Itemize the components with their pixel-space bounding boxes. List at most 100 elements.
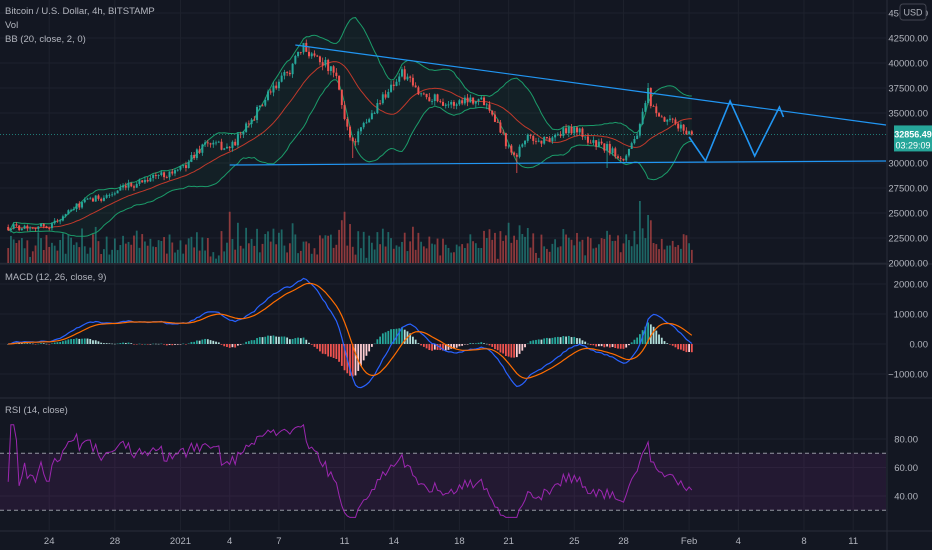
- candle-body: [171, 171, 174, 174]
- candle-body: [477, 99, 480, 102]
- volume-bar: [401, 241, 403, 263]
- macd-hist-bar: [343, 344, 346, 371]
- volume-bar: [171, 242, 174, 263]
- candle-body: [195, 149, 198, 159]
- volume-bar: [288, 243, 291, 263]
- volume-bar: [291, 223, 294, 263]
- candle-body: [376, 103, 379, 114]
- volume-bar: [51, 242, 53, 263]
- candle-body: [521, 144, 524, 147]
- candle-body: [493, 114, 496, 122]
- volume-bar: [185, 244, 187, 263]
- volume-bar: [463, 248, 466, 263]
- macd-hist-bar: [185, 344, 187, 345]
- macd-hist-bar: [551, 337, 554, 344]
- candle-body: [335, 72, 338, 76]
- macd-hist-bar: [357, 344, 360, 371]
- candle-body: [666, 119, 669, 122]
- macd-hist-bar: [267, 335, 269, 344]
- macd-hist-bar: [149, 344, 152, 345]
- macd-hist-bar: [685, 344, 688, 353]
- volume-bar: [630, 246, 633, 263]
- macd-hist-bar: [247, 341, 250, 344]
- volume-bar: [660, 238, 663, 263]
- volume-bar: [283, 245, 286, 263]
- candle-body: [411, 77, 414, 86]
- macd-hist-bar: [226, 344, 228, 347]
- volume-bar: [455, 244, 458, 263]
- volume-bar: [633, 230, 636, 263]
- candle-body: [436, 94, 439, 102]
- volume-bar: [100, 254, 103, 263]
- candle-body: [81, 202, 84, 208]
- candle-body: [152, 174, 155, 179]
- volume-bar: [45, 235, 48, 263]
- candle-body: [113, 193, 116, 195]
- macd-hist-bar: [78, 338, 81, 344]
- candle-body: [409, 76, 412, 78]
- macd-hist-bar: [499, 344, 502, 353]
- macd-hist-bar: [450, 344, 453, 349]
- macd-hist-bar: [67, 339, 70, 344]
- volume-bar: [332, 247, 335, 263]
- macd-hist-bar: [401, 327, 403, 344]
- volume-bar: [433, 244, 436, 263]
- candle-body: [507, 145, 510, 147]
- candle-body: [556, 134, 559, 136]
- macd-hist-bar: [658, 334, 660, 344]
- candle-body: [529, 134, 532, 136]
- macd-hist-bar: [122, 342, 124, 344]
- macd-hist-bar: [655, 330, 658, 344]
- candle-body: [595, 140, 598, 147]
- candle-body: [23, 225, 26, 229]
- candle-body: [488, 104, 491, 111]
- candle-body: [442, 101, 444, 106]
- macd-hist-bar: [381, 333, 384, 344]
- candle-body: [250, 119, 253, 125]
- volume-bar: [666, 245, 669, 263]
- macd-hist-bar: [431, 344, 433, 351]
- candle-body: [283, 72, 286, 76]
- volume-bar: [469, 234, 472, 263]
- volume-bar: [182, 253, 185, 263]
- macd-hist-bar: [329, 344, 332, 357]
- candle-body: [127, 182, 130, 188]
- price-tick-label: 40000.00: [888, 59, 928, 70]
- macd-hist-bar: [269, 335, 272, 344]
- volume-bar: [510, 242, 513, 263]
- candle-body: [584, 136, 587, 138]
- candle-body: [324, 59, 327, 66]
- volume-bar: [641, 228, 644, 263]
- macd-hist-bar: [444, 344, 447, 351]
- volume-bar: [685, 235, 688, 263]
- macd-hist-bar: [72, 338, 75, 344]
- volume-bar: [365, 257, 368, 263]
- candle-body: [40, 223, 43, 227]
- macd-hist-bar: [417, 343, 420, 344]
- macd-hist-bar: [141, 344, 144, 345]
- volume-bar: [406, 251, 409, 263]
- candle-body: [625, 155, 628, 161]
- macd-hist-bar: [302, 337, 305, 344]
- volume-bar: [215, 258, 217, 263]
- candle-body: [124, 185, 127, 188]
- volume-bar: [206, 237, 209, 263]
- volume-bar: [652, 243, 655, 263]
- macd-hist-bar: [663, 341, 666, 344]
- candle-body: [138, 180, 141, 184]
- macd-hist-bar: [23, 343, 26, 344]
- macd-hist-bar: [94, 340, 97, 344]
- macd-hist-bar: [48, 344, 51, 345]
- volume-bar: [31, 251, 34, 263]
- macd-hist-bar: [217, 342, 220, 344]
- candle-body: [56, 220, 59, 222]
- macd-hist-bar: [291, 338, 294, 344]
- macd-hist-bar: [127, 342, 130, 344]
- volume-bar: [340, 220, 343, 263]
- volume-bar: [576, 232, 578, 263]
- candle-body: [182, 165, 185, 167]
- volume-bar: [29, 256, 31, 263]
- macd-hist-bar: [327, 344, 330, 357]
- time-tick-label: 2021: [170, 536, 191, 547]
- candle-body: [146, 179, 149, 182]
